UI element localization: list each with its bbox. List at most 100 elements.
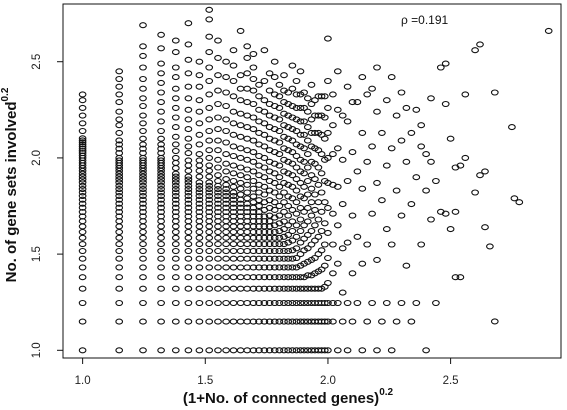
data-point (338, 112, 347, 119)
data-point (265, 247, 274, 255)
data-point (236, 191, 245, 198)
data-point (205, 255, 214, 262)
data-point (139, 157, 147, 164)
data-point (236, 164, 245, 171)
data-point (255, 318, 263, 325)
data-point (292, 318, 301, 325)
data-point (184, 143, 193, 150)
data-point (222, 127, 230, 135)
data-point (222, 176, 230, 183)
data-point (249, 274, 258, 281)
data-point (115, 223, 124, 230)
data-point (296, 204, 305, 211)
data-point (490, 318, 499, 325)
data-point (476, 41, 484, 48)
data-point (284, 89, 293, 96)
data-point (280, 299, 288, 307)
data-point (222, 223, 230, 230)
data-point (157, 192, 165, 200)
data-point (229, 318, 238, 325)
data-point (333, 145, 342, 152)
data-point (303, 272, 312, 279)
data-point (324, 204, 332, 211)
data-point (461, 154, 470, 161)
data-point (288, 160, 297, 167)
data-point (300, 222, 308, 229)
data-point (171, 179, 180, 186)
data-point (288, 218, 297, 225)
data-point (300, 347, 308, 354)
data-point (236, 299, 245, 307)
data-point (255, 274, 263, 281)
data-point (222, 160, 230, 167)
data-point (300, 183, 308, 190)
data-point (157, 186, 165, 193)
data-point (157, 179, 165, 186)
data-point (317, 208, 326, 215)
data-point (222, 196, 230, 203)
data-point (353, 299, 362, 307)
data-point (184, 41, 193, 48)
data-point (288, 347, 297, 354)
data-point (441, 60, 450, 67)
data-point (333, 183, 342, 190)
data-point (184, 20, 193, 27)
data-point (184, 106, 193, 113)
data-point (171, 208, 180, 216)
data-point (195, 213, 204, 220)
data-point (249, 114, 258, 121)
data-point (171, 173, 180, 180)
data-point (255, 255, 263, 262)
data-point (373, 179, 381, 186)
data-point (78, 150, 87, 157)
data-point (307, 185, 316, 192)
x-tick-label: 1.0 (75, 375, 91, 387)
data-point (243, 70, 252, 77)
data-point (249, 75, 258, 83)
data-point (243, 318, 252, 325)
data-point (338, 245, 347, 252)
data-point (275, 241, 284, 248)
data-point (358, 74, 367, 81)
data-point (157, 274, 165, 281)
data-point (157, 347, 165, 354)
data-point (184, 228, 193, 236)
data-point (314, 216, 323, 223)
data-point (303, 191, 312, 198)
data-point (171, 49, 180, 56)
data-point (236, 264, 245, 271)
data-point (157, 31, 165, 38)
data-point (139, 318, 147, 325)
data-point (343, 83, 352, 90)
data-point (78, 97, 87, 104)
data-point (510, 195, 519, 202)
data-point (275, 162, 284, 169)
data-point (115, 204, 124, 211)
data-point (288, 285, 297, 292)
data-point (171, 176, 180, 183)
data-point (288, 237, 297, 244)
data-point (260, 274, 269, 281)
data-point (115, 179, 124, 186)
data-point (214, 192, 222, 200)
data-point (171, 104, 180, 111)
data-point (427, 95, 435, 102)
data-point (184, 255, 193, 262)
data-point (78, 179, 87, 186)
data-point (115, 192, 124, 200)
data-point (368, 299, 376, 307)
data-point (300, 195, 308, 202)
data-point (270, 285, 279, 292)
data-point (363, 318, 372, 325)
data-point (348, 270, 357, 277)
data-point (157, 150, 165, 157)
data-point (284, 299, 293, 307)
data-point (157, 118, 165, 125)
data-point (205, 6, 214, 13)
data-point (243, 241, 252, 248)
data-point (288, 114, 297, 121)
data-point (157, 223, 165, 230)
data-point (139, 150, 147, 157)
data-point (214, 204, 222, 211)
data-point (171, 299, 180, 307)
